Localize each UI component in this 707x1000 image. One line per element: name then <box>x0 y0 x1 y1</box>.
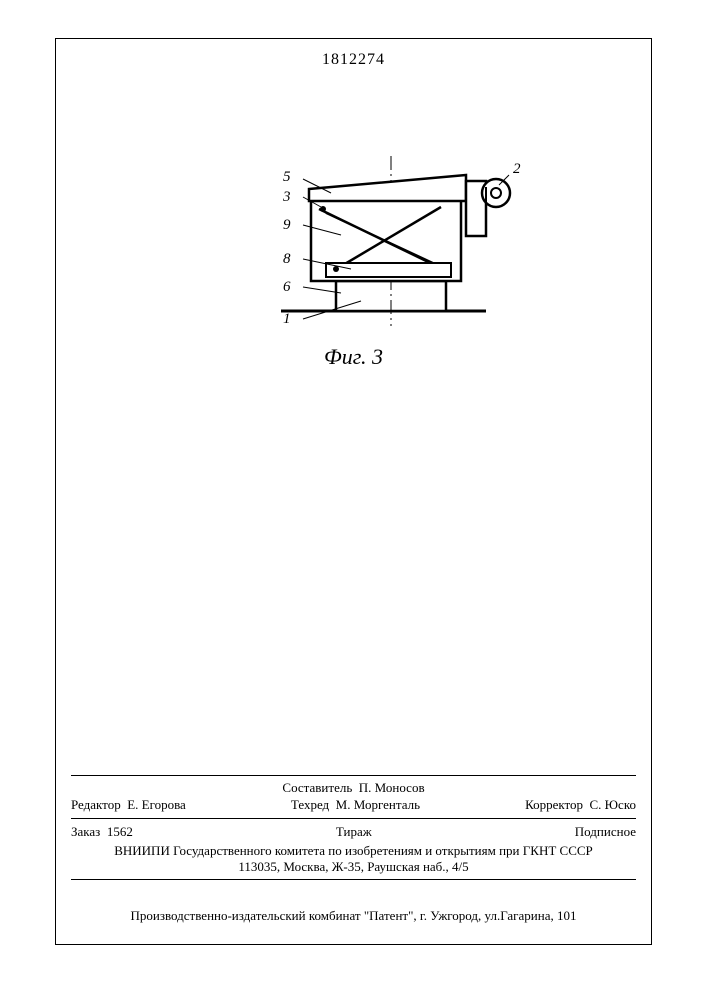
page-frame: 1812274 <box>55 38 652 945</box>
subscription-label: Подписное <box>575 824 636 840</box>
part-label-3: 3 <box>283 189 291 206</box>
part-label-8: 8 <box>283 251 291 268</box>
editor-cell: Редактор Е. Егорова <box>71 797 186 813</box>
part-label-5: 5 <box>283 169 291 186</box>
part-label-1: 1 <box>283 311 291 328</box>
techred-label: Техред <box>291 797 329 812</box>
editor-label: Редактор <box>71 797 121 812</box>
order-cell: Заказ 1562 <box>71 824 133 840</box>
techred-cell: Техред М. Моргенталь <box>291 797 420 813</box>
order-number: 1562 <box>107 824 133 839</box>
producer-line: Производственно-издательский комбинат "П… <box>71 908 636 924</box>
divider <box>71 775 636 776</box>
part-label-9: 9 <box>283 217 291 234</box>
compiler-name: П. Моносов <box>359 780 425 795</box>
corrector-cell: Корректор С. Юско <box>525 797 636 813</box>
order-label: Заказ <box>71 824 100 839</box>
part-label-6: 6 <box>283 279 291 296</box>
figure-caption: Фиг. 3 <box>56 344 651 370</box>
techred-name: М. Моргенталь <box>336 797 420 812</box>
divider <box>71 818 636 819</box>
document-number: 1812274 <box>56 51 651 69</box>
corrector-label: Корректор <box>525 797 583 812</box>
compiler-line: Составитель П. Моносов <box>71 780 636 796</box>
colophon-block: Составитель П. Моносов Редактор Е. Егоро… <box>71 771 636 884</box>
compiler-label: Составитель <box>282 780 352 795</box>
part-label-2: 2 <box>513 161 521 178</box>
tirage-label: Тираж <box>336 824 372 840</box>
divider <box>71 879 636 880</box>
address-line: 113035, Москва, Ж-35, Раушская наб., 4/5 <box>71 859 636 875</box>
corrector-name: С. Юско <box>590 797 636 812</box>
organization-line: ВНИИПИ Государственного комитета по изоб… <box>71 841 636 859</box>
editor-name: Е. Егорова <box>127 797 186 812</box>
figure-3: 5 3 9 8 6 1 2 <box>241 151 531 341</box>
